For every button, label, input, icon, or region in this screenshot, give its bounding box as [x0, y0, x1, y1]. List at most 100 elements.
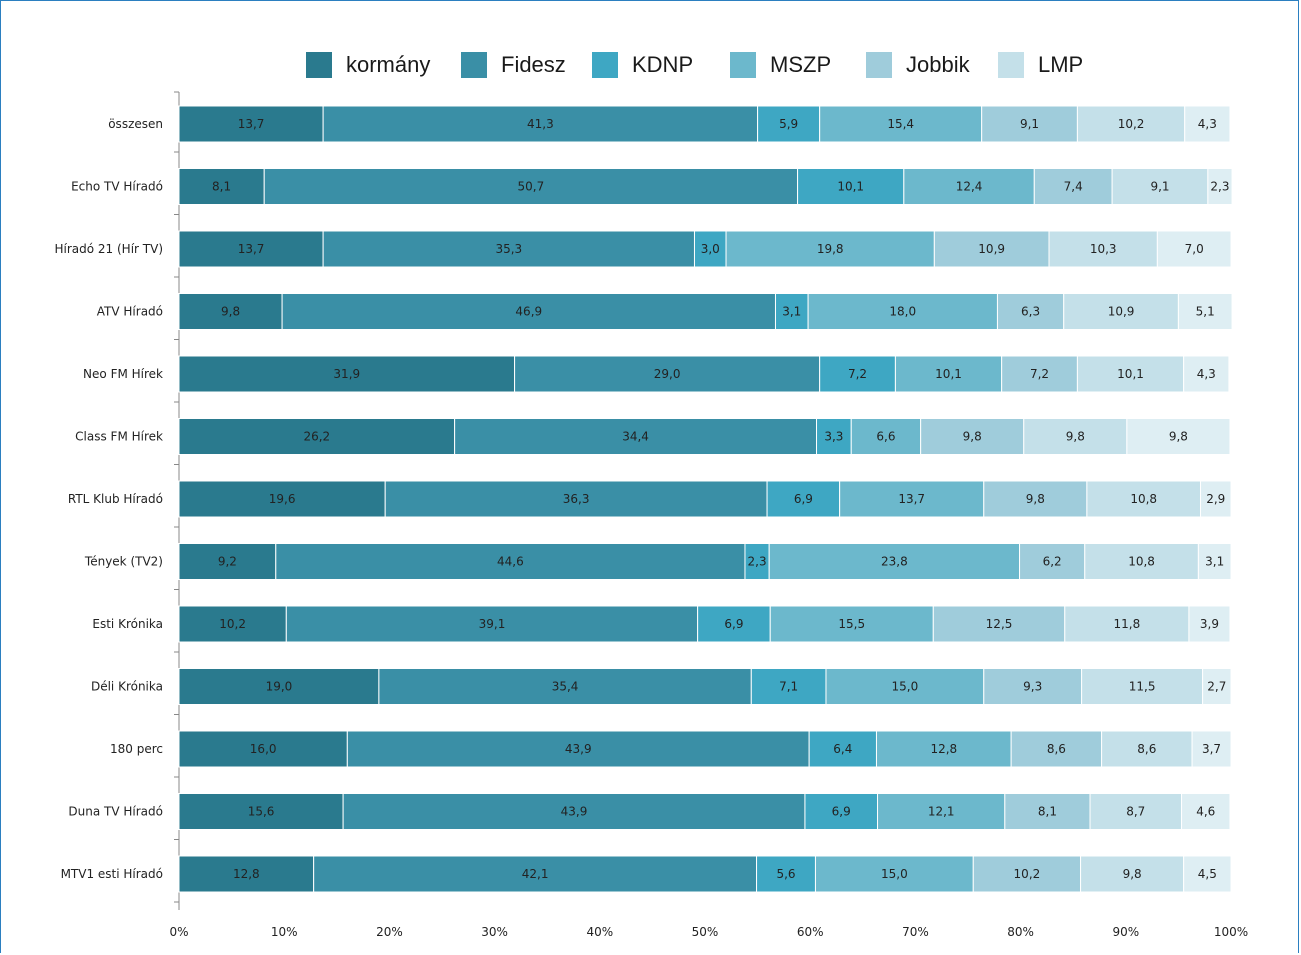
category-label: Esti Krónika	[92, 617, 163, 631]
bar-segment	[972, 855, 1082, 893]
bar-segment	[378, 668, 752, 705]
bar-row: Echo TV Híradó 8,1 50,7 10,1 12,4 7,4 9,1 2,3	[71, 168, 1233, 205]
bar-segment	[1086, 480, 1201, 518]
value-label: 13,7	[238, 242, 265, 256]
value-label: 31,9	[333, 367, 360, 381]
bar-row: ATV Híradó 9,8 46,9 3,1 18,0 6,3 10,9 5,1	[97, 293, 1233, 330]
category-label: Tények (TV2)	[84, 555, 163, 569]
bar-segment	[1191, 730, 1232, 768]
value-label: 43,9	[565, 742, 592, 756]
bar-segment	[1101, 730, 1193, 768]
value-label: 9,2	[218, 555, 237, 569]
legend: kormány Fidesz KDNP MSZP Jobbik LMP	[306, 52, 1083, 78]
legend-item: Fidesz	[461, 52, 566, 78]
value-label: 9,1	[1150, 180, 1169, 194]
legend-swatch	[461, 52, 487, 78]
bar-segment	[1184, 105, 1231, 143]
x-axis-ticks: 0% 10% 20% 30% 40% 50% 60% 70% 80% 90% 100%	[169, 925, 1248, 939]
legend-label: Jobbik	[906, 52, 971, 77]
bar-segment	[983, 480, 1088, 518]
value-label: 7,2	[1030, 367, 1049, 381]
value-label: 15,0	[892, 680, 919, 694]
value-label: 9,8	[1169, 430, 1188, 444]
value-label: 12,5	[986, 617, 1013, 631]
legend-swatch	[866, 52, 892, 78]
bar-segment	[1207, 168, 1233, 205]
value-label: 3,3	[824, 430, 843, 444]
value-label: 6,6	[876, 430, 895, 444]
bar-segment	[877, 793, 1006, 830]
value-label: 6,4	[833, 742, 852, 756]
legend-item: KDNP	[592, 52, 693, 78]
legend-item: LMP	[998, 52, 1083, 78]
value-label: 50,7	[518, 180, 545, 194]
value-label: 23,8	[881, 555, 908, 569]
category-label: összesen	[108, 117, 163, 131]
value-label: 12,8	[233, 867, 260, 881]
bar-row: Neo FM Hírek 31,9 29,0 7,2 10,1 7,2 10,1 4,3	[83, 355, 1230, 393]
bar-segment	[1048, 230, 1158, 268]
legend-swatch	[730, 52, 756, 78]
bar-segment	[1064, 605, 1190, 643]
value-label: 13,7	[898, 492, 925, 506]
value-label: 10,2	[219, 617, 246, 631]
x-tick-label: 70%	[902, 925, 929, 939]
bar-segment	[384, 480, 768, 518]
bar-segment	[894, 355, 1003, 393]
bar-segment	[932, 605, 1066, 643]
value-label: 43,9	[561, 805, 588, 819]
bar-segment	[774, 293, 809, 330]
legend-item: kormány	[306, 52, 430, 78]
category-label: Déli Krónika	[91, 680, 163, 694]
value-label: 29,0	[654, 367, 681, 381]
bar-segment	[920, 418, 1025, 455]
value-label: 3,0	[701, 242, 720, 256]
bar-segment	[322, 105, 759, 143]
value-label: 5,6	[776, 867, 795, 881]
bar-segment	[178, 230, 324, 268]
value-label: 15,0	[881, 867, 908, 881]
bar-segment	[178, 355, 516, 393]
value-label: 19,8	[817, 242, 844, 256]
bar-segment	[1202, 668, 1232, 705]
value-label: 10,1	[1117, 367, 1144, 381]
value-label: 10,9	[978, 242, 1005, 256]
bar-segment	[178, 668, 380, 705]
value-label: 35,3	[495, 242, 522, 256]
x-tick-label: 80%	[1007, 925, 1034, 939]
value-label: 8,7	[1126, 805, 1145, 819]
value-label: 6,9	[832, 805, 851, 819]
value-label: 42,1	[522, 867, 549, 881]
value-label: 10,1	[837, 180, 864, 194]
bar-segment	[1199, 480, 1232, 518]
x-tick-label: 30%	[481, 925, 508, 939]
bar-segment	[275, 543, 746, 580]
value-label: 3,9	[1200, 617, 1219, 631]
value-label: 10,2	[1014, 867, 1041, 881]
value-label: 5,9	[779, 117, 798, 131]
value-label: 15,4	[887, 117, 914, 131]
bar-segment	[1076, 355, 1185, 393]
bar-segment	[819, 105, 983, 143]
bar-row: Esti Krónika 10,2 39,1 6,9 15,5 12,5 11,8 3,9	[92, 605, 1231, 643]
value-label: 7,1	[779, 680, 798, 694]
bar-segment	[263, 168, 799, 205]
bar-segment	[1081, 668, 1204, 705]
value-label: 12,1	[928, 805, 955, 819]
bar-segment	[178, 105, 324, 143]
bar-row: RTL Klub Híradó 19,6 36,3 6,9 13,7 9,8 10,8 2,9	[68, 480, 1232, 518]
value-label: 7,4	[1064, 180, 1083, 194]
bar-segment	[1181, 793, 1231, 830]
x-tick-label: 100%	[1214, 925, 1248, 939]
value-label: 6,9	[794, 492, 813, 506]
bar-segment	[1126, 418, 1231, 455]
value-label: 34,4	[622, 430, 649, 444]
value-label: 39,1	[479, 617, 506, 631]
value-label: 26,2	[303, 430, 330, 444]
category-axis	[174, 91, 180, 910]
value-label: 4,3	[1197, 367, 1216, 381]
bar-segment	[342, 793, 806, 830]
value-label: 2,3	[1210, 180, 1229, 194]
bar-segment	[797, 168, 905, 205]
bar-segment	[750, 668, 827, 705]
